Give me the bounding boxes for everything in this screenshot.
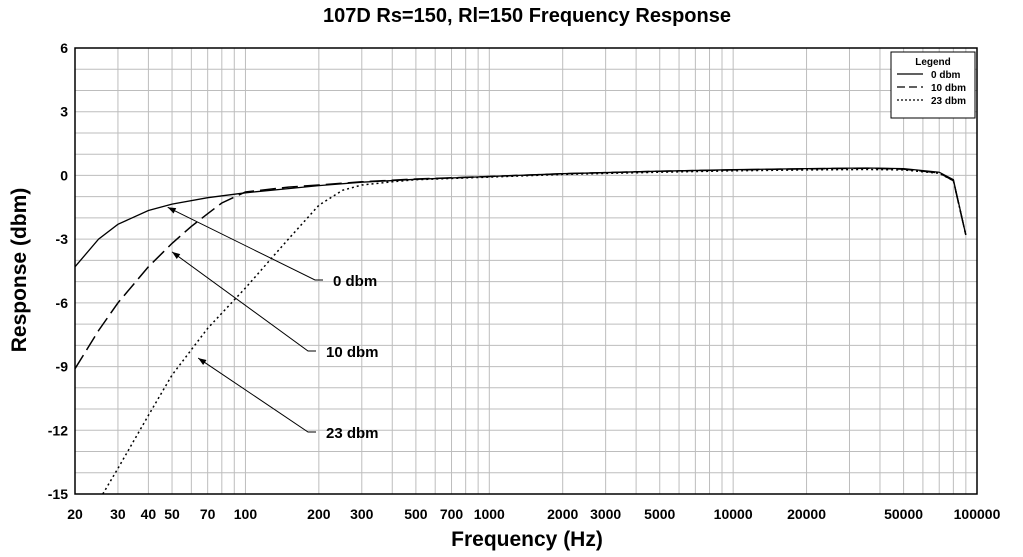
series-line-10-dbm: [75, 167, 967, 370]
y-tick-label: -15: [48, 486, 68, 502]
annotation-label: 0 dbm: [333, 273, 377, 290]
x-tick-label: 20000: [787, 506, 826, 522]
y-tick-label: 3: [60, 104, 68, 120]
chart-title: 107D Rs=150, Rl=150 Frequency Response: [323, 5, 731, 27]
series-line-0-dbm: [75, 167, 967, 268]
x-tick-label: 200: [307, 506, 331, 522]
legend-entry: 23 dbm: [931, 96, 966, 107]
x-tick-label: 300: [350, 506, 374, 522]
y-tick-label: 6: [60, 40, 68, 56]
legend-entry: 0 dbm: [931, 70, 961, 81]
legend-title: Legend: [915, 57, 951, 68]
x-tick-label: 40: [141, 506, 157, 522]
annotation-arrowhead: [172, 251, 181, 260]
x-tick-label: 30: [110, 506, 126, 522]
x-tick-label: 100: [234, 506, 258, 522]
x-tick-label: 20: [67, 506, 83, 522]
x-tick-label: 50: [164, 506, 180, 522]
x-tick-label: 1000: [474, 506, 505, 522]
x-tick-label: 2000: [547, 506, 578, 522]
y-tick-label: -12: [48, 422, 68, 438]
annotation-leader: [197, 357, 316, 433]
x-tick-label: 70: [200, 506, 216, 522]
annotation-arrowhead: [198, 358, 207, 366]
x-tick-label: 500: [404, 506, 428, 522]
plot-frame: [74, 47, 978, 495]
annotation-label: 10 dbm: [326, 344, 379, 361]
y-tick-label: -9: [56, 359, 69, 375]
x-tick-label: 50000: [884, 506, 923, 522]
x-tick-label: 10000: [714, 506, 753, 522]
series-layer: [75, 167, 967, 494]
x-axis-label: Frequency (Hz): [451, 528, 603, 551]
legend-entry: 10 dbm: [931, 83, 966, 94]
x-tick-label: 3000: [590, 506, 621, 522]
annotation-leader: [167, 206, 323, 281]
y-tick-label: -6: [56, 295, 69, 311]
grid: [74, 47, 978, 495]
legend: Legend 0 dbm 10 dbm 23 dbm: [890, 51, 976, 119]
y-axis-label: Response (dbm): [8, 188, 31, 353]
annotation-leader: [171, 251, 316, 352]
x-tick-label: 100000: [954, 506, 1001, 522]
y-tick-label: -3: [56, 231, 69, 247]
y-tick-label: 0: [60, 167, 68, 183]
x-tick-label: 700: [440, 506, 464, 522]
annotation-label: 23 dbm: [326, 425, 379, 442]
annotation-arrowhead: [167, 207, 177, 214]
x-tick-label: 5000: [644, 506, 675, 522]
legend-box: [890, 51, 976, 119]
annotations: 0 dbm 10 dbm 23 dbm: [167, 206, 379, 442]
